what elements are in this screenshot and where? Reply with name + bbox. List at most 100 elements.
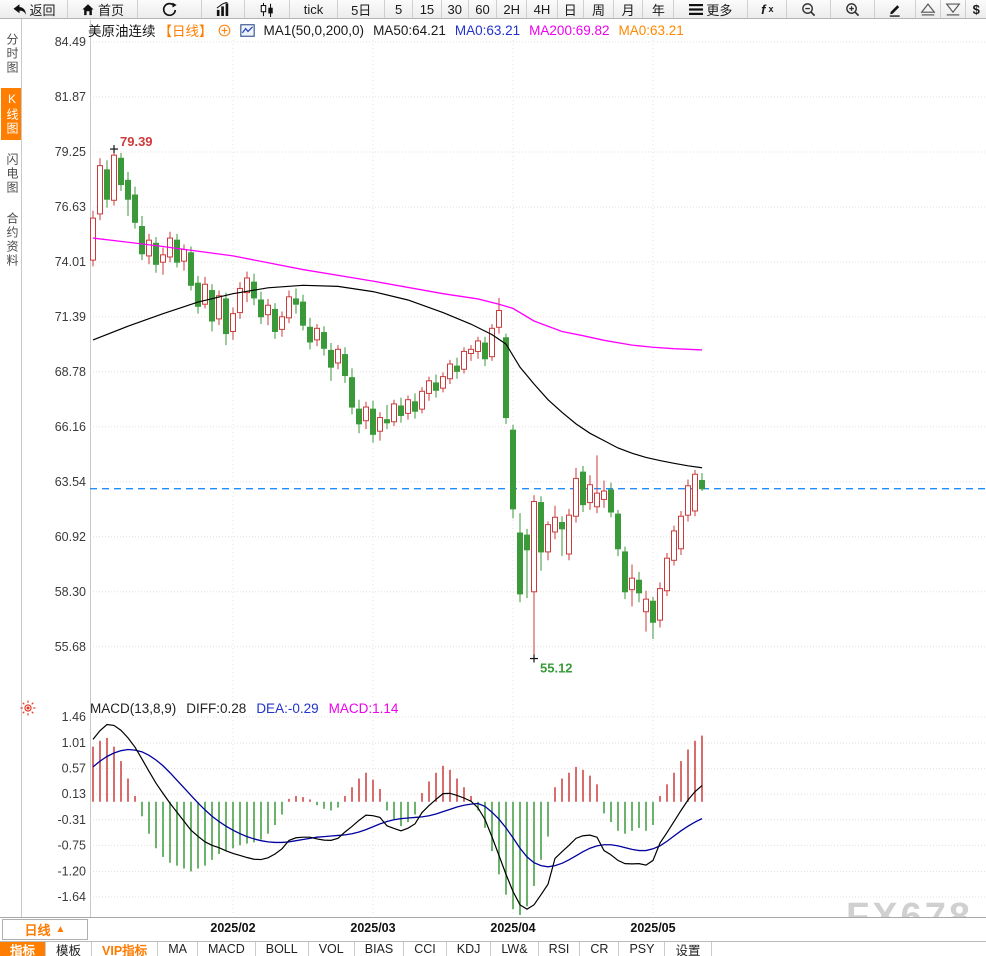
candle <box>384 419 390 424</box>
macd-axis-tick: 0.57 <box>62 762 86 776</box>
bar-chart-view-button[interactable] <box>202 0 245 18</box>
period-label: 年 <box>651 2 665 18</box>
zoom-out-button[interactable] <box>787 0 832 18</box>
candle <box>104 169 110 200</box>
sidebar-label: 合约资料 <box>5 212 19 268</box>
ma200-line <box>92 237 703 351</box>
mini-chart-icon[interactable] <box>239 23 255 37</box>
tab-cr[interactable]: CR <box>580 942 620 956</box>
tick-label: tick <box>303 1 324 17</box>
tab-psy[interactable]: PSY <box>619 942 666 956</box>
back-label: 返回 <box>29 2 56 18</box>
macd-settings: MACD(13,8,9) <box>90 701 177 716</box>
price-axis-tick: 74.01 <box>55 255 86 269</box>
candle <box>601 490 607 500</box>
price-axis-tick: 79.25 <box>55 145 86 159</box>
candle <box>342 354 348 377</box>
zoom-in-button[interactable] <box>831 0 875 18</box>
indicator-settings-sun-icon[interactable] <box>20 700 36 716</box>
candle <box>636 579 642 594</box>
candle <box>587 484 593 504</box>
period-day-button[interactable]: 日 <box>558 0 584 18</box>
period-2h-button[interactable]: 2H <box>497 0 528 18</box>
tab-label: RSI <box>548 942 570 956</box>
candle <box>286 296 292 319</box>
tab-ma[interactable]: MA <box>158 942 198 956</box>
tab-lw[interactable]: LW& <box>491 942 539 956</box>
period-label: 60 <box>475 1 490 17</box>
period-year-button[interactable]: 年 <box>643 0 675 18</box>
tab-templates[interactable]: 模板 <box>46 942 93 956</box>
period-label: 5日 <box>351 2 372 18</box>
period-label: 2H <box>503 1 521 17</box>
tab-bias[interactable]: BIAS <box>355 942 405 956</box>
more-menu-button[interactable]: 更多 <box>674 0 749 18</box>
candle <box>307 326 313 343</box>
candle <box>125 179 131 200</box>
back-button[interactable]: 返回 <box>0 0 69 18</box>
sidebar-item-lightning-chart[interactable]: 闪电图 <box>1 149 21 199</box>
candle <box>314 327 320 341</box>
add-compare-icon[interactable] <box>218 24 231 37</box>
candle <box>405 399 411 414</box>
period-30min-button[interactable]: 30 <box>442 0 469 18</box>
candle <box>622 551 628 593</box>
tab-label: 设置 <box>675 943 701 956</box>
tab-vip-indicators[interactable]: VIP指标 <box>92 942 159 956</box>
period-60min-button[interactable]: 60 <box>469 0 498 18</box>
candle <box>538 502 544 553</box>
period-month-button[interactable]: 月 <box>614 0 644 18</box>
home-button[interactable]: 首页 <box>68 0 138 18</box>
period-week-button[interactable]: 周 <box>584 0 615 18</box>
tab-settings[interactable]: 设置 <box>665 942 712 956</box>
candle <box>559 522 565 530</box>
sidebar-item-time-chart[interactable]: 分时图 <box>1 29 21 79</box>
candle <box>321 332 327 349</box>
candle <box>566 514 572 555</box>
price-axis-tick: 81.87 <box>55 90 86 104</box>
scroll-right-button[interactable] <box>941 0 967 18</box>
candle <box>475 340 481 352</box>
candle <box>349 377 355 408</box>
currency-button[interactable]: $ <box>966 0 986 18</box>
candle <box>629 577 635 591</box>
candle <box>671 530 677 561</box>
period-5min-button[interactable]: 5 <box>385 0 414 18</box>
tab-macd[interactable]: MACD <box>198 942 256 956</box>
top-toolbar: 返回 首页 tick 5日 5 15 30 60 2H 4H 日 周 月 年 更… <box>0 0 986 19</box>
tab-kdj[interactable]: KDJ <box>447 942 492 956</box>
candle <box>174 239 180 263</box>
draw-tool-button[interactable] <box>875 0 916 18</box>
candlestick-icon <box>260 2 273 17</box>
macd-axis-tick: -0.31 <box>58 813 87 827</box>
tab-rsi[interactable]: RSI <box>539 942 581 956</box>
tab-indicators[interactable]: 指标 <box>0 942 47 956</box>
candle <box>391 403 397 423</box>
period-5day-button[interactable]: 5日 <box>338 0 386 18</box>
left-sidebar: 分时图 K线图 闪电图 合约资料 <box>0 19 22 917</box>
period-4h-button[interactable]: 4H <box>527 0 558 18</box>
tab-vol[interactable]: VOL <box>309 942 355 956</box>
macd-axis-tick: -0.75 <box>58 838 87 852</box>
candle <box>503 337 509 419</box>
period-selector-button[interactable]: 日线 ▲ <box>2 919 88 940</box>
candle <box>153 242 159 265</box>
price-axis-tick: 63.54 <box>55 475 86 489</box>
period-15min-button[interactable]: 15 <box>413 0 442 18</box>
refresh-button[interactable] <box>138 0 203 18</box>
candle <box>139 226 145 255</box>
candle <box>363 406 369 422</box>
sidebar-item-kline-chart[interactable]: K线图 <box>1 88 21 140</box>
period-tick-button[interactable]: tick <box>290 0 339 18</box>
more-label: 更多 <box>706 2 733 18</box>
period-label: 4H <box>533 1 551 17</box>
tab-boll[interactable]: BOLL <box>256 942 309 956</box>
scroll-left-button[interactable] <box>916 0 942 18</box>
candlestick-view-button[interactable] <box>245 0 290 18</box>
sidebar-item-contract-info[interactable]: 合约资料 <box>1 208 21 272</box>
tab-label: VIP指标 <box>102 943 148 956</box>
tab-cci[interactable]: CCI <box>404 942 447 956</box>
ma200-value: MA200:69.82 <box>529 22 610 38</box>
